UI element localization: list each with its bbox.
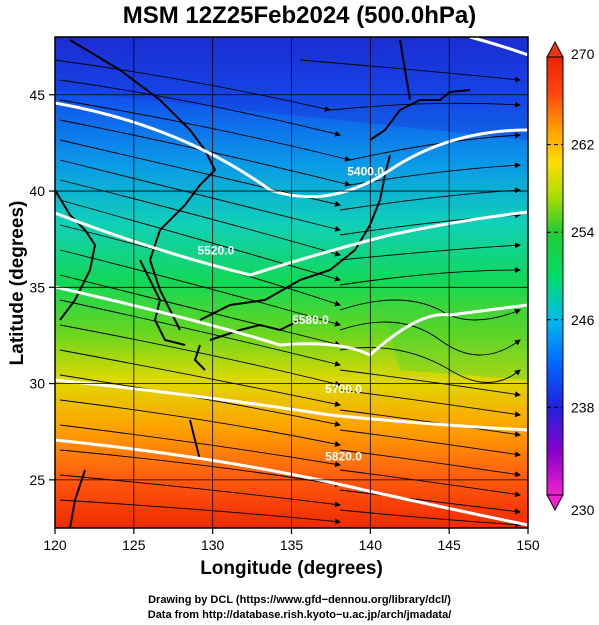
colorbar-bottom-arrow — [546, 494, 564, 512]
x-tick-label: 150 — [516, 537, 540, 553]
y-tick-label: 45 — [29, 87, 45, 103]
x-tick-label: 120 — [43, 537, 67, 553]
contour-line-5580 — [55, 285, 528, 357]
y-tick-label: 25 — [29, 472, 45, 488]
contour-line-5520 — [55, 210, 528, 277]
x-axis-label: Longitude (degrees) — [200, 558, 383, 579]
colorbar-tick-label: 238 — [571, 399, 595, 415]
chart-title: MSM 12Z25Feb2024 (500.0hPa) — [122, 2, 477, 29]
wind-streamlines — [55, 59, 521, 528]
height-contours — [55, 37, 528, 527]
colorbar-tick-label: 230 — [571, 502, 595, 518]
x-tick-label: 135 — [280, 537, 304, 553]
contour-label: 5520.0 — [197, 244, 234, 258]
y-tick-label: 35 — [29, 279, 45, 295]
contour-line-5700 — [55, 378, 528, 432]
contour-line-5400 — [55, 101, 528, 199]
y-tick-label: 30 — [29, 376, 45, 392]
colorbar-tick-label: 246 — [571, 312, 595, 328]
colorbar-tick-label: 254 — [571, 224, 595, 240]
x-tick-label: 140 — [359, 537, 383, 553]
contour-label: 5400.0 — [347, 165, 384, 179]
colorbar-top-arrow — [546, 40, 564, 58]
credit-data-source: Data from http://database.rish.kyoto−u.a… — [147, 609, 452, 621]
y-tick-label: 40 — [29, 183, 45, 199]
y-axis-label: Latitude (degrees) — [7, 200, 28, 366]
colorbar-tick-label: 262 — [571, 137, 595, 153]
map-grid — [55, 37, 528, 528]
contour-label: 5820.0 — [325, 450, 362, 464]
credit-drawing: Drawing by DCL (https://www.gfd−dennou.o… — [148, 594, 451, 606]
x-tick-label: 145 — [437, 537, 461, 553]
x-tick-label: 130 — [201, 537, 225, 553]
colorbar-tick-label: 270 — [571, 46, 595, 62]
colorbar: 230 238 246 254 262 270 — [546, 40, 595, 518]
contour-label: 5700.0 — [325, 382, 362, 396]
contour-label: 5580.0 — [292, 313, 329, 327]
x-tick-label: 125 — [122, 537, 146, 553]
